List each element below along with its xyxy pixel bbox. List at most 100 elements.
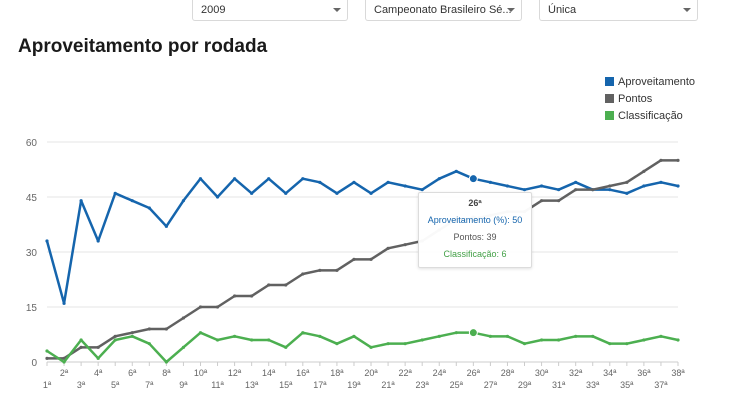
data-point: [369, 191, 373, 195]
data-point: [250, 191, 254, 195]
data-point: [335, 191, 339, 195]
y-tick-label: 45: [26, 193, 38, 204]
x-tick-label: 4ª: [94, 368, 103, 378]
data-point: [676, 184, 680, 188]
data-point: [420, 338, 424, 342]
season-select[interactable]: 2009: [192, 0, 348, 21]
x-tick-label: 3ª: [77, 380, 86, 390]
data-point: [181, 345, 186, 349]
legend-item[interactable]: Aproveitamento: [605, 73, 695, 90]
data-point: [301, 331, 305, 335]
data-point: [130, 331, 134, 335]
y-tick-label: 15: [26, 303, 38, 314]
data-point: [301, 177, 305, 181]
data-point: [164, 360, 168, 364]
legend-item[interactable]: Pontos: [605, 90, 695, 107]
x-tick-label: 24ª: [433, 368, 447, 378]
data-point: [659, 334, 663, 338]
legend-label: Pontos: [618, 92, 653, 105]
data-point: [488, 334, 493, 338]
x-tick-label: 12ª: [228, 368, 242, 378]
data-point: [250, 338, 254, 342]
x-tick-label: 33ª: [586, 380, 600, 390]
x-tick-label: 6ª: [128, 368, 137, 378]
data-point: [591, 188, 595, 192]
data-point: [284, 283, 288, 287]
x-tick-label: 7ª: [145, 380, 154, 390]
tooltip-classificacao: Classificação: 6: [443, 249, 507, 259]
data-point: [625, 191, 629, 195]
data-point: [437, 177, 441, 181]
data-point: [386, 180, 390, 184]
x-tick-label: 27ª: [484, 380, 498, 390]
data-point: [557, 199, 561, 203]
season-select-value: 2009: [201, 4, 226, 16]
legend-swatch: [605, 94, 614, 103]
data-point: [557, 188, 561, 192]
data-point: [437, 334, 441, 338]
data-point: [608, 188, 612, 192]
data-point: [625, 342, 629, 346]
data-point: [164, 224, 168, 228]
data-point: [284, 191, 288, 195]
data-point: [659, 158, 663, 162]
tooltip-pontos: Pontos: 39: [453, 232, 497, 242]
data-point: [79, 338, 83, 342]
x-tick-label: 5ª: [111, 380, 120, 390]
series-line: [45, 331, 680, 364]
chart-tooltip: 26ª Aproveitamento (%): 50 Pontos: 39 Cl…: [418, 192, 532, 268]
data-point: [45, 239, 49, 243]
data-point: [574, 180, 578, 184]
data-point: [215, 195, 220, 199]
x-tick-label: 34ª: [603, 368, 617, 378]
competition-select-value: Campeonato Brasileiro Sé...: [374, 4, 512, 16]
x-tick-label: 37ª: [654, 380, 668, 390]
phase-select[interactable]: Única: [539, 0, 698, 21]
data-point: [386, 246, 390, 250]
x-tick-label: 23ª: [416, 380, 430, 390]
data-point: [591, 334, 595, 338]
data-point: [642, 338, 646, 342]
x-tick-label: 11ª: [211, 380, 224, 390]
x-tick-label: 36ª: [637, 368, 651, 378]
legend-swatch: [605, 77, 614, 86]
tooltip-aproveitamento: Aproveitamento (%): 50: [427, 215, 523, 225]
data-point: [386, 342, 390, 346]
data-point: [79, 345, 83, 349]
data-point: [79, 199, 83, 203]
data-point: [147, 327, 151, 331]
y-tick-label: 30: [26, 248, 38, 259]
data-point: [403, 184, 407, 188]
x-tick-label: 18ª: [330, 368, 344, 378]
data-point: [113, 191, 117, 195]
highlight-point: [468, 328, 478, 338]
legend-item[interactable]: Classificação: [605, 107, 695, 124]
data-point: [232, 177, 237, 181]
data-point: [267, 283, 271, 287]
data-point: [198, 177, 203, 181]
data-point: [369, 345, 373, 349]
data-point: [232, 334, 237, 338]
x-tick-label: 32ª: [569, 368, 583, 378]
competition-select[interactable]: Campeonato Brasileiro Sé...: [365, 0, 522, 21]
x-tick-label: 22ª: [398, 368, 412, 378]
x-tick-label: 1ª: [43, 380, 52, 390]
x-tick-label: 28ª: [501, 368, 515, 378]
data-point: [215, 305, 220, 309]
data-point: [454, 331, 458, 335]
highlight-point: [468, 174, 478, 184]
data-point: [318, 268, 322, 272]
chart-title: Aproveitamento por rodada: [18, 36, 268, 57]
data-point: [284, 345, 288, 349]
data-point: [62, 301, 66, 305]
y-tick-label: 0: [31, 358, 37, 369]
x-tick-label: 9ª: [179, 380, 188, 390]
data-point: [181, 316, 186, 320]
data-point: [267, 338, 271, 342]
data-point: [488, 180, 493, 184]
data-point: [318, 334, 322, 338]
x-tick-label: 17ª: [313, 380, 327, 390]
data-point: [335, 342, 339, 346]
data-point: [198, 305, 203, 309]
